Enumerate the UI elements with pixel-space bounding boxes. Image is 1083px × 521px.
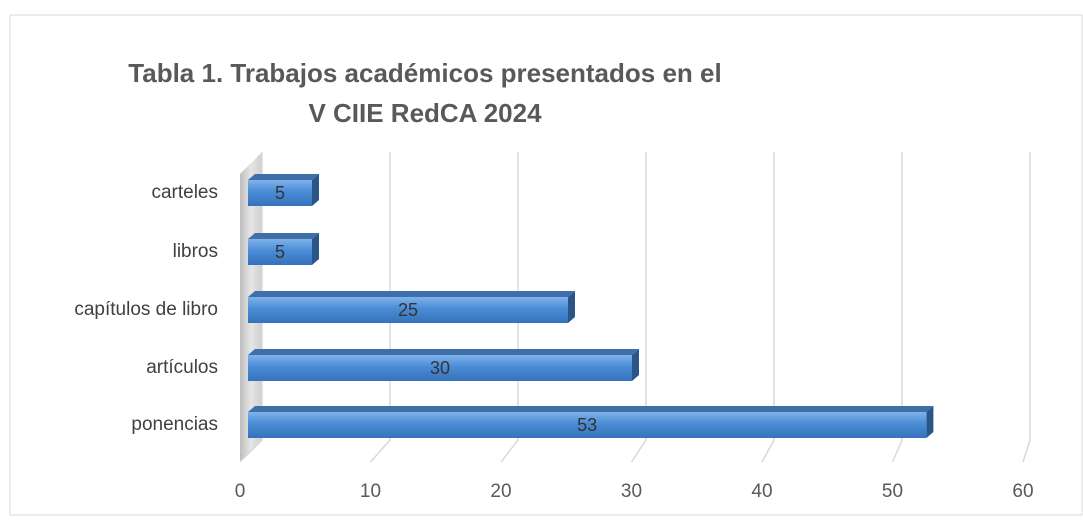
x-tick-label: 50 (882, 481, 903, 502)
grid-line (891, 152, 903, 463)
y-tick-label: carteles (151, 182, 218, 203)
bar-front (248, 355, 632, 381)
grid-line (1022, 152, 1031, 463)
chart-title: Tabla 1. Trabajos académicos presentados… (128, 58, 721, 88)
x-tick-label: 10 (360, 481, 381, 502)
y-tick-label: artículos (146, 357, 218, 378)
grid-line (630, 152, 647, 463)
bar-end (568, 291, 575, 323)
bar-front (248, 412, 927, 438)
data-label: 5 (275, 242, 285, 262)
bar-front (248, 297, 568, 323)
y-tick-label: capítulos de libro (74, 299, 218, 320)
chart-title: V CIIE RedCA 2024 (308, 98, 542, 128)
bar (248, 406, 934, 438)
bar-end (926, 406, 934, 438)
bar-top (248, 174, 319, 180)
data-label: 30 (430, 358, 450, 378)
x-tick-label: 40 (751, 481, 772, 502)
grid-line (761, 152, 775, 463)
bar-end (312, 233, 319, 265)
data-label: 5 (275, 183, 285, 203)
chart-border (9, 14, 1083, 516)
bar (248, 174, 319, 206)
bar-front (248, 180, 312, 206)
x-tick-label: 60 (1012, 481, 1033, 502)
bar-front (248, 239, 312, 265)
bar (248, 233, 319, 265)
x-tick-label: 30 (621, 481, 642, 502)
y-tick-label: libros (173, 241, 218, 262)
bar-top (248, 406, 934, 412)
bar (248, 349, 639, 381)
bar-end (632, 349, 639, 381)
data-label: 25 (398, 300, 418, 320)
data-label: 53 (577, 415, 597, 435)
bar-top (248, 233, 319, 239)
x-tick-label: 20 (490, 481, 511, 502)
bar-top (248, 349, 639, 355)
x-tick-label: 0 (235, 481, 246, 502)
bar (248, 291, 575, 323)
grid-line (500, 152, 519, 463)
y-tick-label: ponencias (131, 414, 218, 435)
grid-line (369, 152, 391, 463)
bar-end (312, 174, 319, 206)
bar-top (248, 291, 575, 297)
